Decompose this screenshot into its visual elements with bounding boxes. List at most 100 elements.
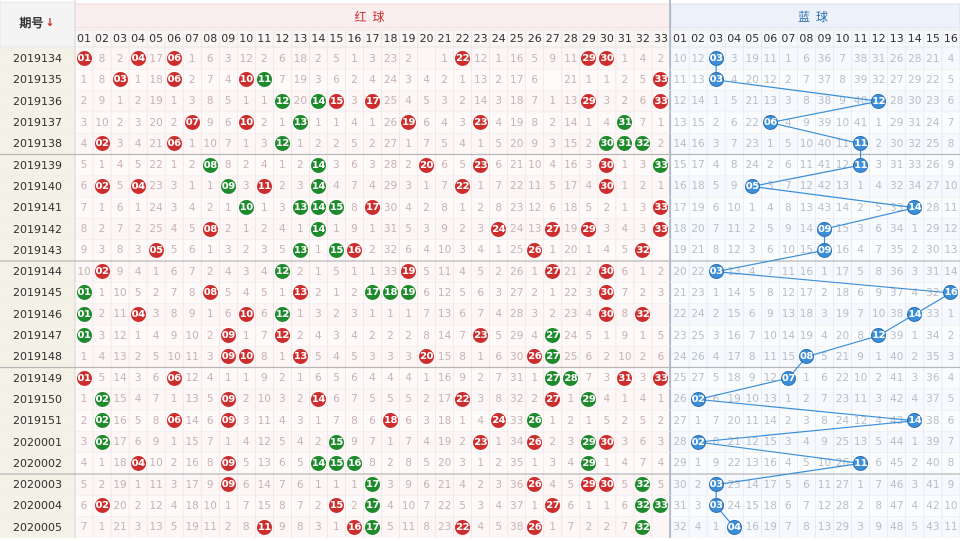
red-miss-count: 3 bbox=[423, 223, 430, 236]
red-miss-count: 7 bbox=[639, 116, 647, 129]
red-miss-count: 6 bbox=[495, 159, 503, 172]
red-miss-count: 32 bbox=[383, 244, 398, 257]
blue-miss-count: 3 bbox=[875, 393, 883, 406]
red-miss-count: 21 bbox=[564, 265, 578, 278]
red-ball: 23 bbox=[473, 434, 489, 450]
red-miss-count: 9 bbox=[80, 244, 88, 257]
red-area-cell: 29 bbox=[580, 91, 598, 112]
red-miss-count: 12 bbox=[113, 329, 127, 342]
red-number-header: 27 bbox=[545, 32, 560, 45]
red-miss-count: 3 bbox=[134, 244, 142, 257]
red-miss-count: 21 bbox=[510, 159, 524, 172]
repeat-ball: 33 bbox=[653, 498, 669, 514]
sort-desc-icon[interactable]: ↓ bbox=[45, 15, 55, 29]
blue-miss-count: 47 bbox=[890, 499, 904, 512]
red-miss-count: 7 bbox=[423, 499, 430, 512]
red-miss-count: 3 bbox=[639, 372, 647, 385]
period-cell: 2019136 bbox=[13, 94, 62, 108]
red-miss-count: 11 bbox=[401, 521, 416, 534]
blue-miss-count: 7 bbox=[766, 265, 774, 278]
blue-ball: 03 bbox=[708, 264, 724, 280]
blue-area-cell: 02 bbox=[689, 431, 707, 452]
blue-miss-count: 11 bbox=[745, 414, 759, 427]
blue-miss-count: 9 bbox=[839, 95, 846, 108]
blue-miss-count: 14 bbox=[799, 223, 814, 236]
red-number-header: 05 bbox=[149, 32, 164, 45]
red-miss-count: 6 bbox=[531, 73, 539, 86]
blue-miss-count: 3 bbox=[947, 350, 955, 363]
blue-miss-count: 3 bbox=[821, 308, 828, 321]
red-miss-count: 15 bbox=[185, 436, 199, 449]
red-area-cell: 08 bbox=[201, 155, 219, 176]
red-miss-count: 3 bbox=[621, 436, 629, 449]
red-miss-count: 24 bbox=[149, 201, 163, 214]
red-miss-count: 6 bbox=[441, 159, 448, 172]
red-area-cell: 10 bbox=[237, 197, 255, 218]
blue-miss-count: 4 bbox=[712, 350, 720, 363]
blue-miss-count: 7 bbox=[839, 52, 846, 65]
red-miss-count: 12 bbox=[437, 286, 452, 299]
red-miss-count: 1 bbox=[477, 180, 484, 193]
period-column-header[interactable]: 期号 ↓ bbox=[0, 0, 74, 44]
red-miss-count: 21 bbox=[149, 137, 163, 150]
red-miss-count: 1 bbox=[657, 116, 665, 129]
blue-miss-count: 22 bbox=[727, 457, 741, 470]
blue-miss-count: 7 bbox=[875, 478, 883, 491]
blue-miss-count: 17 bbox=[727, 350, 741, 363]
red-miss-count: 20 bbox=[113, 499, 127, 512]
red-miss-count: 7 bbox=[351, 180, 358, 193]
red-miss-count: 3 bbox=[278, 393, 286, 406]
red-number-header: 11 bbox=[257, 32, 272, 45]
red-miss-count: 6 bbox=[369, 414, 376, 427]
red-miss-count bbox=[652, 517, 670, 538]
blue-miss-count: 3 bbox=[911, 478, 919, 491]
repeat-ball: 14 bbox=[310, 93, 326, 109]
red-miss-count: 24 bbox=[564, 329, 578, 342]
red-area-cell: 07 bbox=[183, 112, 201, 133]
blue-area-cell: 11 bbox=[852, 133, 870, 154]
red-miss-count: 3 bbox=[639, 159, 647, 172]
red-area-cell: 33 bbox=[652, 218, 670, 239]
repeat-ball: 14 bbox=[310, 221, 326, 237]
red-area-cell: 06 bbox=[165, 133, 183, 154]
red-miss-count: 3 bbox=[188, 95, 196, 108]
blue-miss-count: 14 bbox=[781, 329, 796, 342]
red-miss-count: 2 bbox=[459, 436, 466, 449]
red-miss-count: 4 bbox=[387, 372, 394, 385]
repeat-ball: 31 bbox=[617, 115, 633, 131]
blue-miss-count: 17 bbox=[799, 286, 814, 299]
red-miss-count: 4 bbox=[242, 436, 250, 449]
red-area-cell: 08 bbox=[201, 282, 219, 303]
red-miss-count: 16 bbox=[510, 52, 524, 65]
red-area-cell: 29 bbox=[580, 389, 598, 410]
red-miss-count: 1 bbox=[206, 308, 214, 321]
red-area-cell: 33 bbox=[652, 197, 670, 218]
blue-miss-count: 24 bbox=[745, 159, 759, 172]
blue-miss-count: 11 bbox=[817, 478, 832, 491]
red-area-cell: 01 bbox=[75, 48, 93, 69]
blue-miss-count: 4 bbox=[875, 414, 883, 427]
red-miss-count: 1 bbox=[333, 286, 340, 299]
red-miss-count: 1 bbox=[351, 265, 358, 278]
blue-miss-count: 12 bbox=[817, 499, 832, 512]
red-miss-count: 8 bbox=[351, 201, 358, 214]
red-miss-count: 18 bbox=[564, 201, 578, 214]
red-miss-count: 2 bbox=[351, 286, 358, 299]
blue-miss-count: 12 bbox=[673, 95, 687, 108]
red-area-cell: 12 bbox=[273, 91, 291, 112]
red-miss-count: 2 bbox=[188, 73, 196, 86]
red-miss-count: 37 bbox=[510, 499, 524, 512]
red-area-cell: 12 bbox=[273, 261, 291, 282]
red-miss-count: 12 bbox=[473, 52, 488, 65]
blue-miss-count: 27 bbox=[926, 180, 940, 193]
blue-miss-count: 29 bbox=[673, 457, 687, 470]
blue-miss-count: 26 bbox=[926, 159, 940, 172]
blue-ball: 12 bbox=[871, 93, 887, 109]
red-miss-count: 5 bbox=[477, 265, 484, 278]
red-miss-count: 1 bbox=[351, 52, 358, 65]
blue-miss-count: 9 bbox=[821, 436, 828, 449]
period-cell: 2019139 bbox=[13, 158, 62, 172]
red-miss-count: 1 bbox=[423, 180, 430, 193]
red-miss-count: 2 bbox=[369, 137, 376, 150]
period-cell: 2019135 bbox=[13, 73, 62, 87]
